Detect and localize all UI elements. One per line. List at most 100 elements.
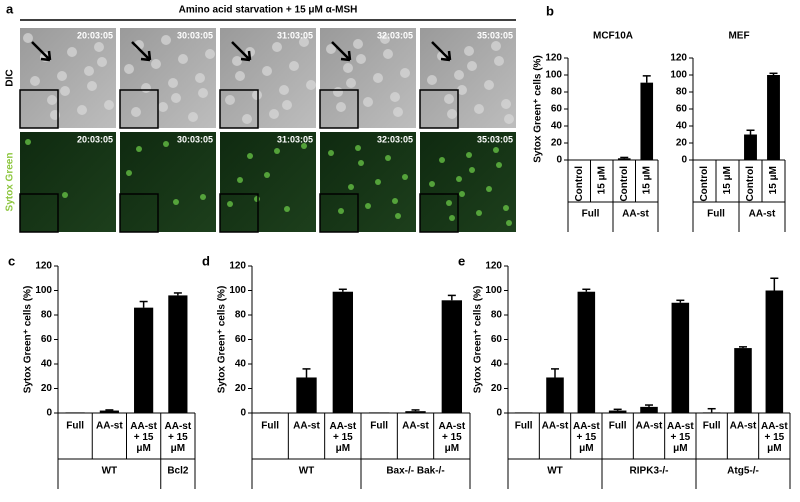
y-tick-label: 120 <box>229 261 246 272</box>
bar <box>259 412 281 413</box>
cell <box>252 90 262 100</box>
cell <box>163 141 169 147</box>
cell <box>446 200 452 206</box>
x-tick-label: AA-st <box>730 421 757 432</box>
bar <box>65 412 85 413</box>
bar <box>99 410 119 413</box>
y-axis-label: Sytox Green⁺ cells (%) <box>533 55 544 163</box>
row-label: DIC <box>5 69 16 86</box>
timestamp: 32:03:05 <box>377 30 413 40</box>
bar <box>168 295 188 413</box>
y-tick-label: 0 <box>496 408 502 419</box>
cell <box>25 139 31 145</box>
row-label: Sytox Green <box>5 153 16 212</box>
cell <box>328 150 334 156</box>
y-tick-label: 120 <box>35 261 52 272</box>
panel-letter: d <box>202 253 210 268</box>
bar <box>617 158 631 160</box>
group-label: AA-st <box>749 209 776 220</box>
x-tick-label: Control <box>574 166 585 202</box>
inset <box>419 89 459 129</box>
cell <box>447 109 457 119</box>
cell <box>23 33 33 43</box>
x-tick-label: Full <box>66 421 84 432</box>
bar <box>368 412 390 413</box>
y-tick-label: 60 <box>491 334 503 345</box>
cell <box>200 194 206 200</box>
cell <box>274 148 280 154</box>
cell <box>301 143 307 149</box>
cell <box>289 61 299 71</box>
y-tick-label: 80 <box>41 310 53 321</box>
cell <box>235 71 245 81</box>
cell <box>402 174 408 180</box>
cell <box>198 88 208 98</box>
y-tick-label: 60 <box>41 334 53 345</box>
cell <box>30 76 40 86</box>
cell <box>136 146 142 152</box>
y-tick-label: 20 <box>551 138 563 149</box>
bar <box>640 82 654 160</box>
x-tick-label: AA-st <box>636 421 663 432</box>
timestamp: 35:03:05 <box>477 30 513 40</box>
x-tick-label: AA-st + 15 μM <box>761 421 788 454</box>
panel-letter: c <box>8 253 15 268</box>
y-axis-label: Sytox Green⁺ cells (%) <box>217 286 228 394</box>
arrow <box>431 41 452 62</box>
inset <box>19 193 59 233</box>
cell <box>427 75 437 85</box>
y-axis-label: Sytox Green⁺ cells (%) <box>23 286 34 394</box>
cell <box>353 39 363 49</box>
cell <box>343 63 353 73</box>
cell <box>454 70 464 80</box>
bar <box>296 377 317 413</box>
bar <box>332 291 354 413</box>
cell <box>496 162 502 168</box>
cell <box>346 78 356 88</box>
inset <box>219 89 259 129</box>
cell <box>173 199 179 205</box>
inset <box>119 89 159 129</box>
cell <box>484 80 494 90</box>
cell <box>338 208 344 214</box>
x-tick-label: Control <box>699 166 710 202</box>
x-tick-label: AA-st + 15 μM <box>130 421 157 454</box>
micrograph <box>320 132 416 232</box>
chart-title: MEF <box>728 31 749 42</box>
arrow <box>231 41 252 62</box>
group-label: Full <box>582 209 600 220</box>
group-label: Bax-/- Bak-/- <box>386 466 444 477</box>
cell <box>459 191 465 197</box>
y-tick-label: 40 <box>235 359 247 370</box>
x-tick-label: Full <box>703 421 721 432</box>
panel-letter: a <box>6 1 14 16</box>
y-tick-label: 20 <box>235 383 247 394</box>
cell <box>380 34 390 44</box>
cell <box>457 85 467 95</box>
cell <box>504 114 514 124</box>
cell <box>62 192 68 198</box>
cell <box>77 105 87 115</box>
x-tick-label: AA-st <box>96 421 123 432</box>
timestamp: 31:03:05 <box>277 134 313 144</box>
y-tick-label: 0 <box>681 155 687 166</box>
y-tick-label: 40 <box>551 121 563 132</box>
cell <box>358 160 364 166</box>
cell <box>444 94 454 104</box>
arrow <box>331 41 352 62</box>
bar <box>405 411 426 413</box>
cell <box>494 56 504 66</box>
y-tick-label: 40 <box>41 359 53 370</box>
y-tick-label: 20 <box>41 383 53 394</box>
cell <box>264 172 270 178</box>
y-tick-label: 0 <box>556 155 562 166</box>
cell <box>464 46 474 56</box>
x-tick-label: 15 μM <box>768 166 779 194</box>
timestamp: 35:03:05 <box>477 134 513 144</box>
cell <box>131 107 141 117</box>
x-tick-label: Full <box>261 421 279 432</box>
cell <box>375 179 381 185</box>
cell <box>429 181 435 187</box>
cell <box>126 170 132 176</box>
